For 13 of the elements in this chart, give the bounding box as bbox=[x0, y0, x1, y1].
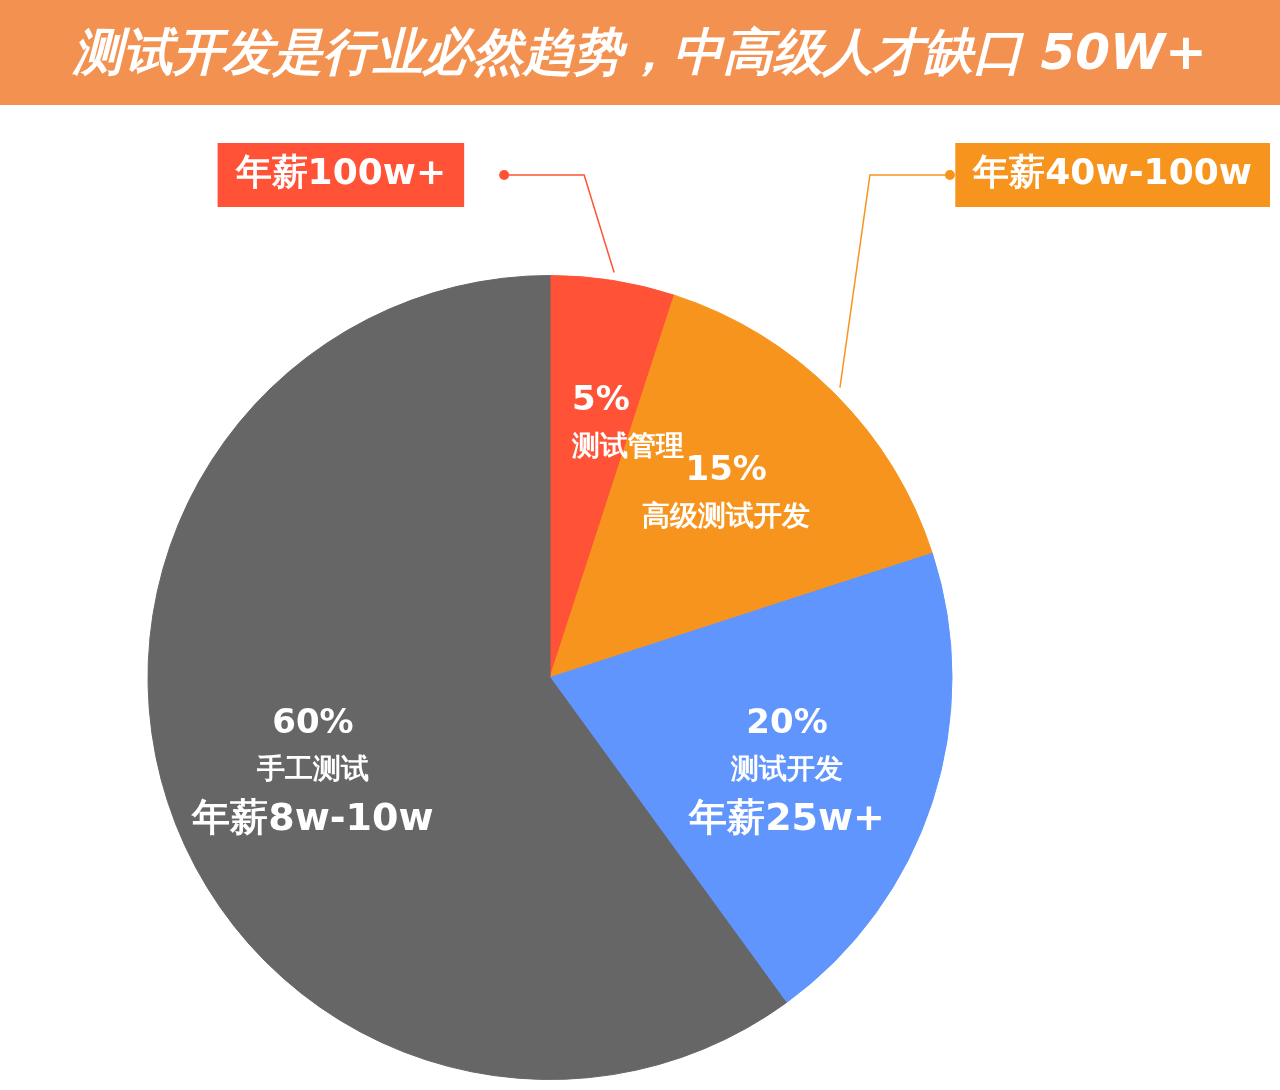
chart-title: 测试开发是行业必然趋势，中高级人才缺口 50W+ bbox=[0, 0, 1280, 105]
slice-label: 测试开发 bbox=[730, 751, 844, 785]
text: 年薪8w-10w bbox=[192, 795, 434, 840]
slice-label: 测试管理 bbox=[571, 428, 684, 462]
data-label: 20% bbox=[746, 701, 828, 742]
text: 年薪25w+ bbox=[689, 795, 885, 840]
data-label: 5% bbox=[572, 378, 630, 419]
text: 年薪40w-100w bbox=[973, 151, 1252, 193]
slice-label: 高级测试开发 bbox=[642, 498, 811, 532]
text: 年薪100w+ bbox=[235, 151, 447, 193]
data-label: 15% bbox=[685, 448, 767, 489]
data-label: 60% bbox=[272, 701, 354, 742]
slice-label: 手工测试 bbox=[255, 751, 369, 785]
